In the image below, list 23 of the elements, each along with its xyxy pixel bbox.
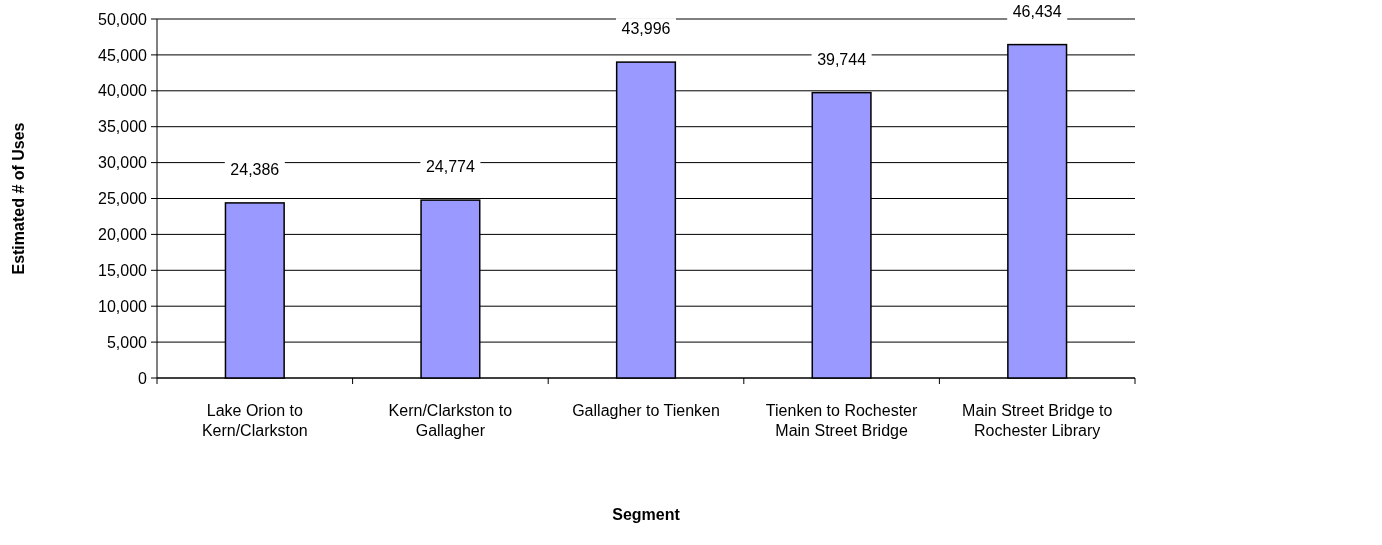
x-axis-title: Segment	[612, 506, 681, 523]
y-tick-label: 35,000	[98, 118, 148, 136]
data-label: 46,434	[1012, 2, 1062, 20]
y-tick-label: 25,000	[98, 190, 148, 208]
y-tick-label: 10,000	[98, 297, 148, 315]
y-tick-label: 5,000	[106, 333, 148, 351]
y-tick-label: 40,000	[98, 82, 148, 100]
y-tick-label: 50,000	[98, 10, 148, 28]
x-tick-label: Kern/Clarkston to Gallagher	[388, 402, 513, 439]
y-tick-label: 15,000	[98, 261, 148, 279]
x-tick-label: Tienken to Rochester Main Street Bridge	[765, 402, 919, 439]
x-tick-label: Gallagher to Tienken	[572, 402, 720, 419]
y-axis-title: Estimated # of Uses	[10, 122, 27, 275]
x-tick-label: Lake Orion to Kern/Clarkston	[201, 402, 308, 439]
data-label: 24,386	[230, 160, 280, 178]
y-tick-label: 20,000	[98, 226, 148, 243]
data-label: 24,774	[425, 158, 475, 176]
data-label: 39,744	[817, 50, 867, 68]
y-tick-label: 45,000	[98, 46, 148, 64]
y-tick-label: 30,000	[98, 154, 148, 172]
data-label: 43,996	[621, 20, 671, 38]
x-tick-label: Main Street Bridge to Rochester Library	[962, 402, 1113, 439]
y-tick-label: 0	[138, 369, 148, 387]
